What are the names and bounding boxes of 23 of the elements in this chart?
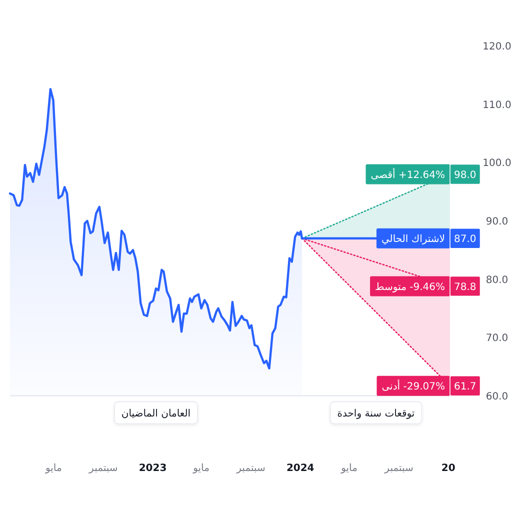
x-tick-label: 2023 [138,463,167,474]
x-tick-label: مايو [44,463,62,474]
text: العامان الماضيان [121,408,191,420]
data-label: 61.7 [454,381,476,392]
x-tick-label: 20 [441,463,456,474]
text: توقعات سنة واحدة [337,408,415,420]
x-tick-label: سبتمبر [88,463,118,474]
data-label: 87.0 [454,234,476,245]
y-tick-label: 80.0 [486,274,508,286]
annotation: لاشتراك الحالي [381,234,446,245]
x-tick-label: سبتمبر [236,463,266,474]
x-tick-label: مايو [340,463,358,474]
x-tick-label: مايو [192,463,210,474]
y-tick-label: 100.0 [482,158,512,170]
y-tick-label: 90.0 [486,216,508,228]
x-tick-label: سبتمبر [384,463,414,474]
x-tick-label: 2024 [286,463,314,474]
y-tick-label: 120.0 [482,42,512,53]
y-tick-label: 70.0 [486,333,508,344]
y-tick-label: 110.0 [482,100,512,111]
data-label: 78.8 [454,282,476,293]
y-tick-label: 60.0 [486,391,508,402]
data-label: 98.0 [454,170,476,181]
